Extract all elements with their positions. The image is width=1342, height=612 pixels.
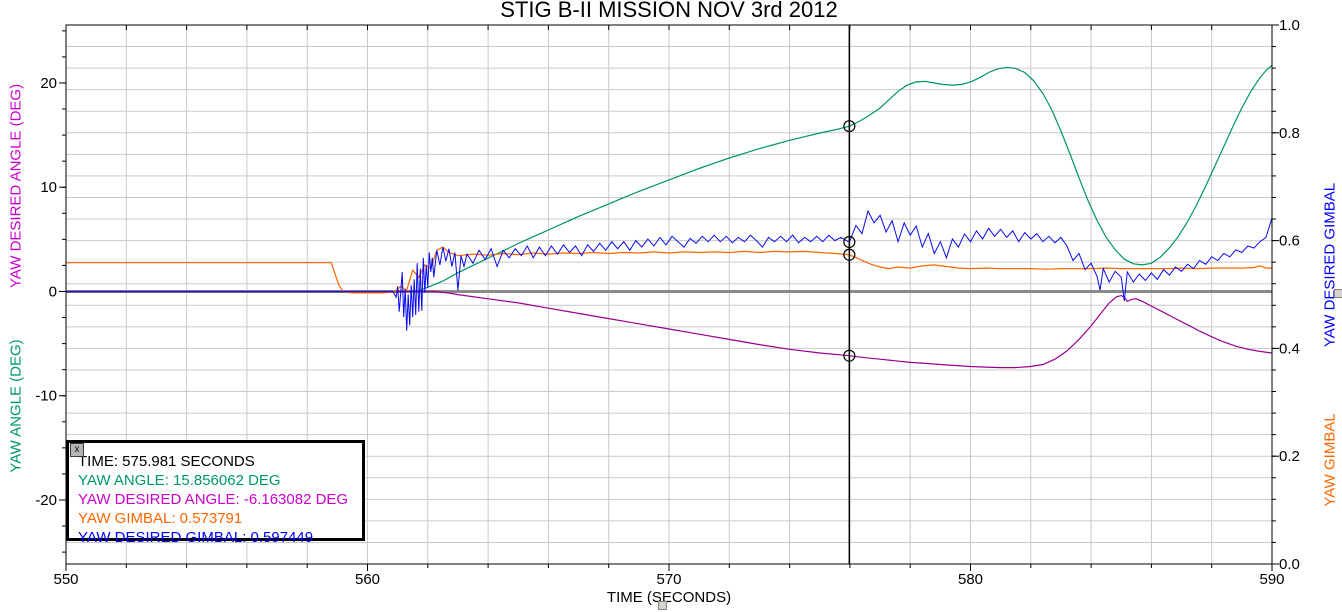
- svg-text:-10: -10: [35, 388, 57, 405]
- svg-text:580: 580: [958, 571, 983, 588]
- tooltip-yaw-desired-angle: YAW DESIRED ANGLE: -6.163082 DEG: [78, 491, 349, 508]
- axis-ticks: [59, 24, 1279, 571]
- tick-labels: 550 560 570 580 590 20 10 0 -10 -20 1.0 0.8 0.6 0.4 0.…: [35, 17, 1300, 588]
- tooltip-time: TIME: 575.981 SECONDS: [78, 453, 255, 470]
- svg-text:0.2: 0.2: [1279, 448, 1300, 465]
- cursor-marker-yaw-angle: [843, 120, 856, 133]
- cursor-marker-yaw-desired-angle: [843, 349, 856, 362]
- cursor-line[interactable]: [843, 25, 856, 564]
- left-axis-label-yaw-angle: YAW ANGLE (DEG): [7, 339, 25, 473]
- series-yaw-desired-gimbal: [66, 209, 1273, 331]
- cursor-marker-yaw-desired-gimbal: [843, 235, 856, 249]
- tooltip-yaw-gimbal: YAW GIMBAL: 0.573791: [78, 510, 243, 527]
- left-axis-label-yaw-desired-angle: YAW DESIRED ANGLE (DEG): [7, 83, 25, 289]
- svg-text:-20: -20: [35, 492, 57, 509]
- chart-title: STIG B-II MISSION NOV 3rd 2012: [500, 0, 838, 22]
- right-axis-label-yaw-desired-gimbal: YAW DESIRED GIMBAL: [1321, 182, 1339, 348]
- svg-text:0.0: 0.0: [1279, 556, 1300, 573]
- right-axis-label-yaw-gimbal: YAW GIMBAL: [1321, 413, 1339, 507]
- svg-text:0.6: 0.6: [1279, 233, 1300, 250]
- cursor-tooltip[interactable]: x TIME: 575.981 SECONDS YAW ANGLE: 15.85…: [66, 440, 365, 546]
- svg-text:590: 590: [1259, 571, 1284, 588]
- tooltip-yaw-desired-gimbal: YAW DESIRED GIMBAL: 0.597449: [78, 529, 314, 546]
- svg-text:0.8: 0.8: [1279, 125, 1300, 142]
- x-axis-label: TIME (SECONDS): [606, 589, 732, 606]
- close-icon[interactable]: x: [70, 443, 84, 457]
- series-yaw-desired-angle: [66, 290, 1273, 369]
- svg-text:10: 10: [40, 179, 57, 196]
- series-yaw-angle: [66, 64, 1273, 293]
- svg-text:550: 550: [53, 571, 78, 588]
- cursor-marker-yaw-gimbal: [843, 248, 856, 261]
- resize-handle-right[interactable]: [1334, 289, 1342, 298]
- svg-text:1.0: 1.0: [1279, 17, 1300, 34]
- tooltip-yaw-angle: YAW ANGLE: 15.856062 DEG: [78, 472, 281, 489]
- svg-text:570: 570: [656, 571, 681, 588]
- series-yaw-gimbal: [66, 246, 1272, 294]
- svg-text:560: 560: [355, 571, 380, 588]
- svg-text:0.4: 0.4: [1279, 340, 1300, 357]
- svg-text:0: 0: [49, 283, 57, 300]
- svg-text:20: 20: [40, 75, 57, 92]
- resize-handle-bottom[interactable]: [658, 601, 667, 610]
